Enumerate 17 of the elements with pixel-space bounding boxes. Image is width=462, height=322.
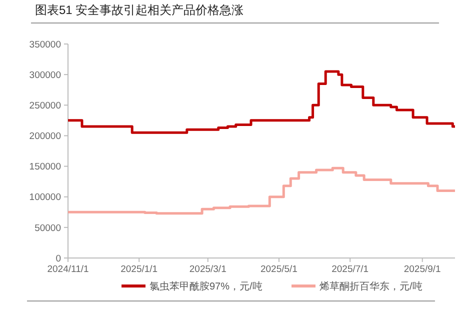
legend-label: 烯草酮折百华东，元/吨: [320, 280, 422, 292]
x-tick-label: 2024/11/1: [47, 264, 89, 275]
legend-label: 氯虫苯甲酰胺97%，元/吨: [150, 280, 262, 292]
x-tick-label: 2025/1/1: [120, 264, 158, 275]
x-tick-label: 2025/9/1: [404, 264, 441, 275]
y-tick-label: 350000: [29, 39, 61, 50]
y-tick-label: 0: [56, 253, 61, 264]
y-tick-label: 250000: [29, 100, 61, 112]
chart-title: 图表51 安全事故引起相关产品价格急涨: [35, 3, 244, 17]
y-tick-label: 50000: [34, 222, 61, 234]
x-tick-label: 2025/7/1: [332, 264, 369, 275]
y-tick-label: 150000: [29, 162, 61, 173]
x-tick-label: 2025/3/1: [189, 264, 226, 275]
y-tick-label: 200000: [29, 131, 61, 142]
y-tick-label: 300000: [29, 70, 61, 81]
x-tick-label: 2025/5/1: [260, 264, 298, 275]
y-tick-label: 100000: [29, 192, 61, 204]
